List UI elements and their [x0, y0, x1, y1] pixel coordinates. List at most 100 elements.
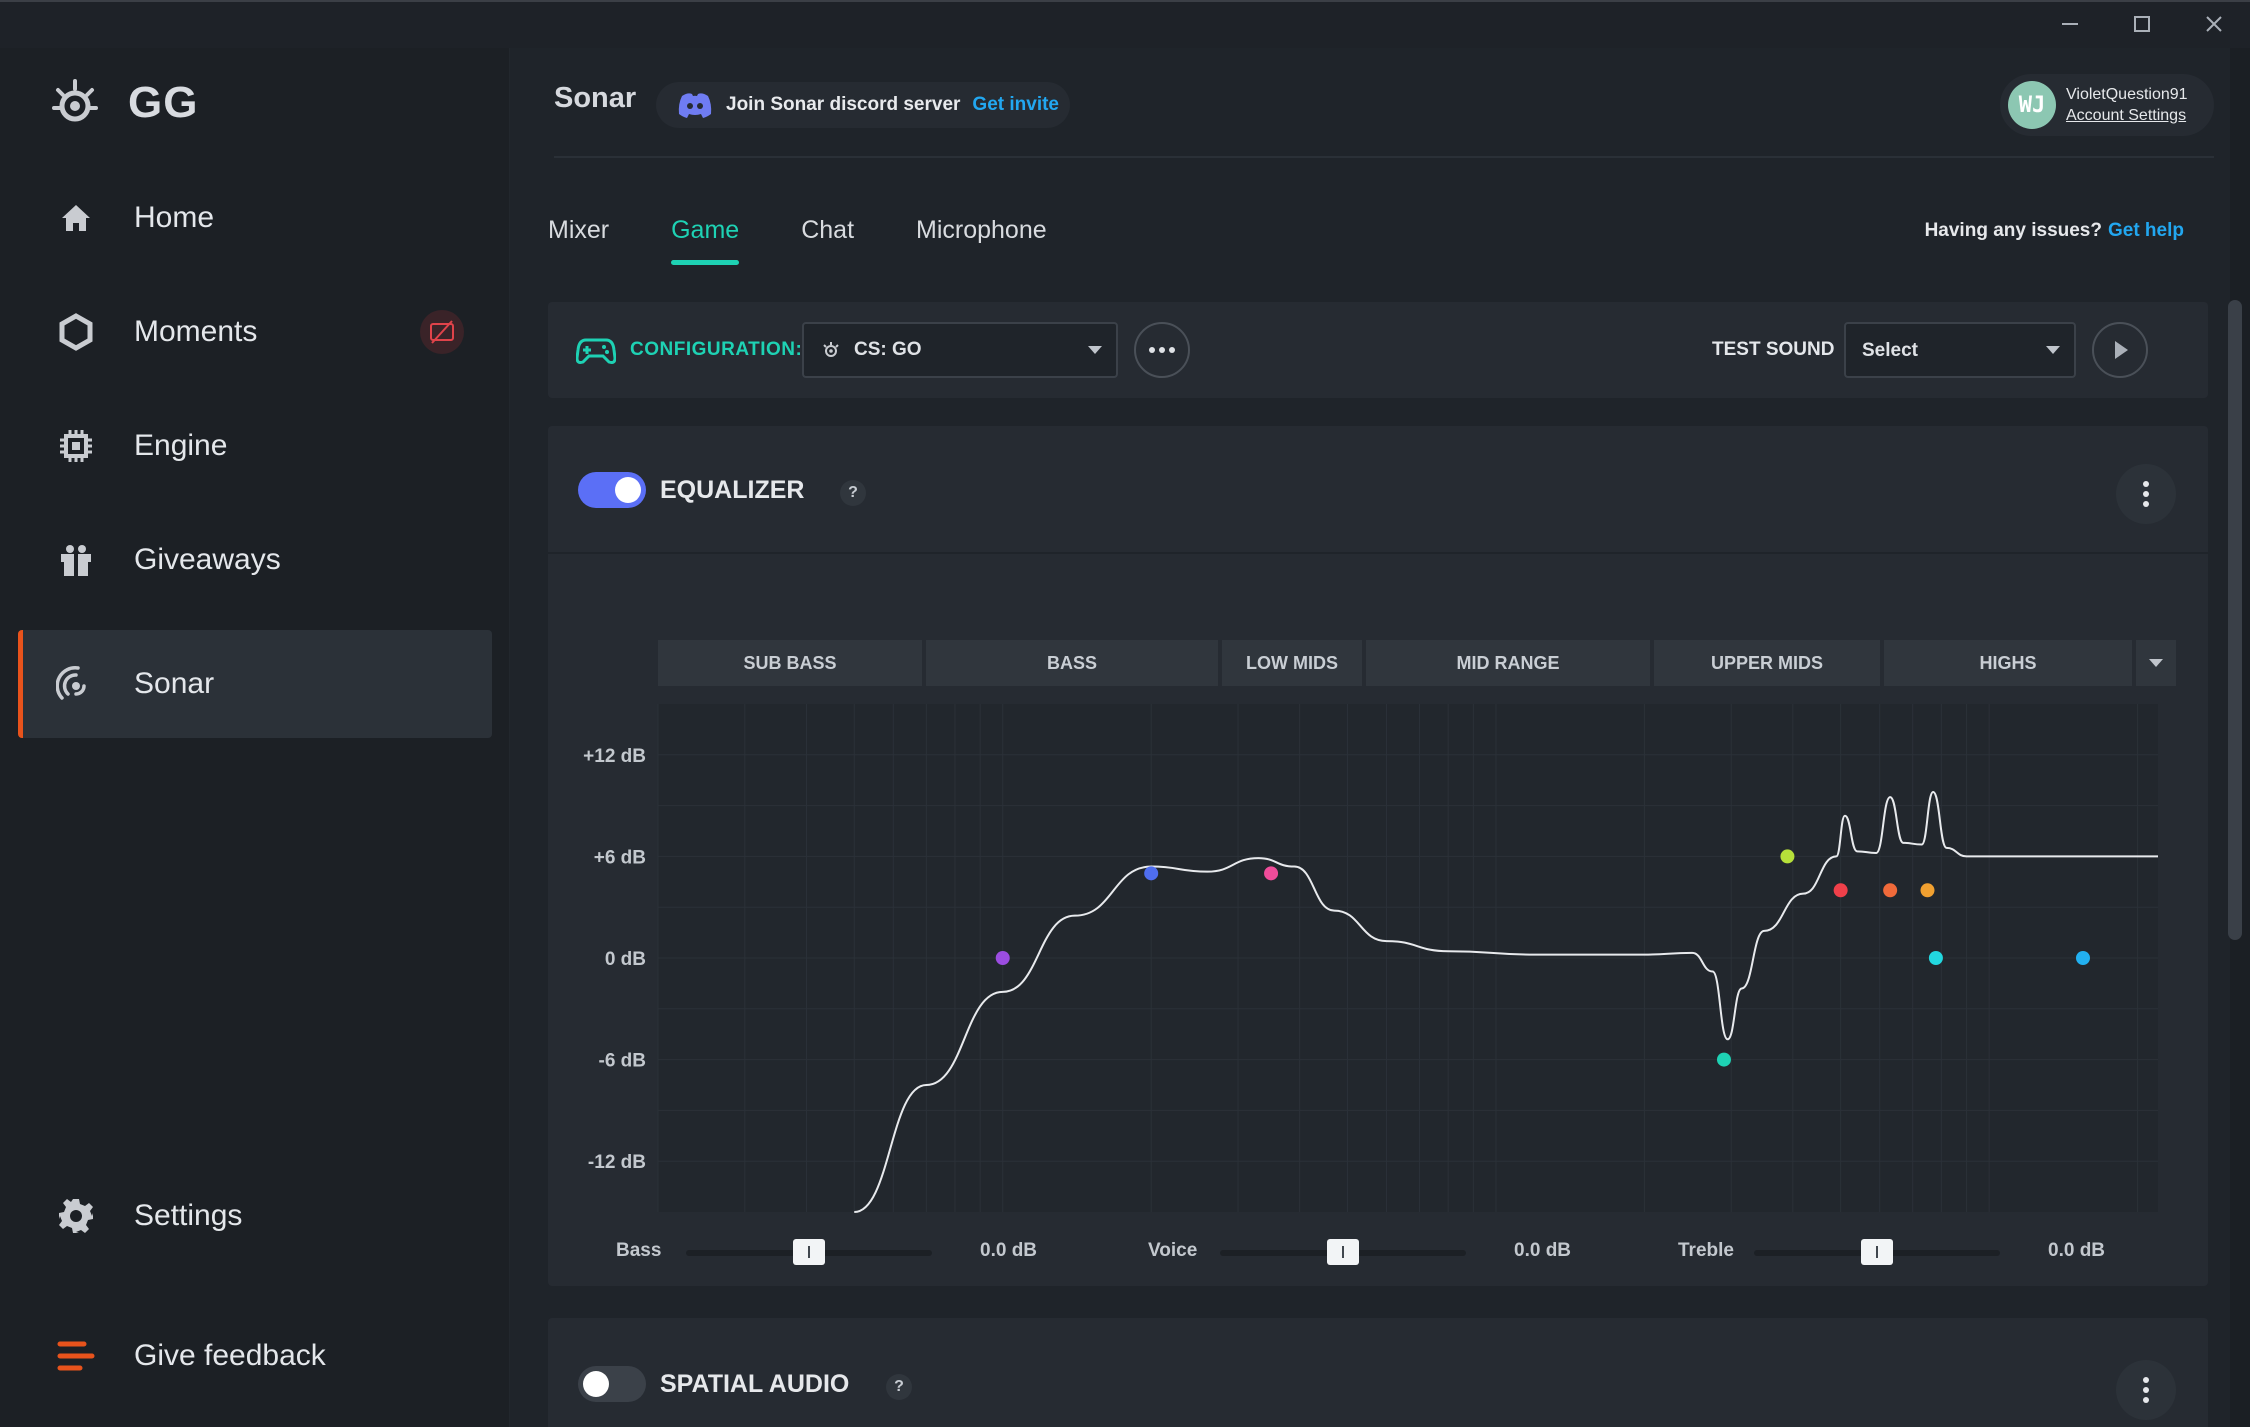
more-dot-icon — [1169, 347, 1175, 353]
chevron-down-icon — [1088, 346, 1102, 354]
close-button[interactable] — [2184, 6, 2244, 42]
recording-off-icon[interactable] — [420, 310, 464, 354]
eq-band-point[interactable] — [1716, 1052, 1731, 1067]
equalizer-menu-button[interactable] — [2116, 464, 2176, 524]
more-dot-icon — [1159, 347, 1165, 353]
tab-mixer[interactable]: Mixer — [548, 216, 610, 244]
equalizer-toggle[interactable] — [578, 472, 646, 508]
band-bass[interactable]: BASS — [926, 640, 1218, 686]
y-tick-label: +6 dB — [594, 847, 646, 868]
sidebar-item-moments[interactable]: Moments — [18, 278, 492, 386]
help-icon[interactable]: ? — [840, 480, 866, 506]
test-sound-select[interactable]: Select — [1844, 322, 2076, 378]
discord-icon — [678, 93, 712, 118]
scrollbar-thumb[interactable] — [2228, 300, 2242, 940]
eq-band-point[interactable] — [1264, 866, 1279, 881]
bass-slider-thumb[interactable] — [793, 1239, 825, 1265]
help-text: Having any issues? Get help — [1925, 220, 2184, 242]
maximize-button[interactable] — [2112, 6, 2172, 42]
minimize-icon — [2062, 23, 2078, 25]
sidebar-item-label: Give feedback — [134, 1339, 326, 1372]
toggle-knob — [583, 1371, 609, 1397]
eq-band-point[interactable] — [1144, 866, 1159, 881]
minimize-button[interactable] — [2040, 6, 2100, 42]
help-icon[interactable]: ? — [886, 1374, 912, 1400]
bass-slider[interactable] — [686, 1239, 932, 1265]
steelseries-logo-icon — [52, 79, 98, 122]
band-low-mids[interactable]: LOW MIDS — [1222, 640, 1362, 686]
sidebar-item-label: Home — [134, 201, 215, 234]
treble-slider-thumb[interactable] — [1861, 1239, 1893, 1265]
kebab-dot-icon — [2143, 481, 2149, 487]
voice-slider[interactable] — [1220, 1239, 1466, 1265]
sidebar-item-giveaways[interactable]: Giveaways — [18, 506, 492, 614]
eq-band-point[interactable] — [1780, 849, 1795, 864]
voice-slider-label: Voice — [1148, 1240, 1198, 1261]
eq-band-point[interactable] — [1833, 883, 1848, 898]
preset-icon — [823, 342, 839, 357]
eq-band-point[interactable] — [1928, 951, 1943, 965]
sidebar-item-engine[interactable]: Engine — [18, 392, 492, 500]
kebab-dot-icon — [2143, 501, 2149, 507]
account-settings-link[interactable]: Account Settings — [2066, 107, 2187, 124]
help-question: Having any issues? — [1924, 220, 2102, 241]
test-sound-label: TEST SOUND — [1712, 339, 1835, 360]
title-bar — [0, 0, 2250, 48]
band-dropdown-button[interactable] — [2136, 640, 2176, 686]
tab-microphone[interactable]: Microphone — [916, 216, 1047, 244]
more-options-button[interactable] — [1134, 322, 1190, 378]
spatial-audio-title: SPATIAL AUDIO — [660, 1370, 850, 1398]
sidebar-item-settings[interactable]: Settings — [18, 1162, 492, 1270]
configuration-bar: CONFIGURATION: CS: GO TEST SOUND Select — [548, 302, 2208, 398]
get-help-link[interactable]: Get help — [2107, 220, 2184, 241]
close-icon — [2206, 16, 2222, 32]
get-invite-link[interactable]: Get invite — [972, 94, 1059, 115]
treble-slider[interactable] — [1754, 1239, 2000, 1265]
band-sub-bass[interactable]: SUB BASS — [658, 640, 922, 686]
sidebar-item-label: Moments — [134, 315, 258, 348]
sidebar-item-label: Giveaways — [134, 543, 281, 576]
main-content: Sonar Join Sonar discord server Get invi… — [510, 48, 2230, 1427]
equalizer-title: EQUALIZER — [660, 476, 805, 504]
sidebar-item-feedback[interactable]: Give feedback — [18, 1302, 492, 1410]
sidebar: GG Home Moments Engine Giveaways Sonar — [0, 48, 510, 1427]
band-mid-range[interactable]: MID RANGE — [1366, 640, 1650, 686]
y-tick-label: -12 dB — [588, 1152, 646, 1173]
sidebar-item-label: Settings — [134, 1199, 243, 1232]
chevron-down-icon — [2046, 346, 2060, 354]
configuration-value: CS: GO — [854, 339, 922, 360]
tab-chat[interactable]: Chat — [801, 216, 855, 244]
bass-slider-value: 0.0 dB — [980, 1240, 1038, 1261]
y-tick-label: +12 dB — [583, 746, 646, 767]
eq-band-point[interactable] — [1883, 883, 1898, 898]
band-highs[interactable]: HIGHS — [1884, 640, 2132, 686]
more-dot-icon — [1149, 347, 1155, 353]
eq-band-point[interactable] — [995, 951, 1010, 965]
brand[interactable]: GG — [50, 78, 198, 128]
bass-slider-label: Bass — [616, 1240, 662, 1261]
account-menu[interactable]: WJ VioletQuestion91 Account Settings — [2000, 74, 2214, 136]
spatial-audio-menu-button[interactable] — [2116, 1360, 2176, 1420]
scrollbar[interactable] — [2228, 300, 2242, 1427]
hexagon-icon — [54, 310, 98, 354]
sonar-icon — [54, 662, 98, 706]
sidebar-item-sonar[interactable]: Sonar — [18, 630, 492, 738]
play-icon — [2115, 341, 2128, 359]
spatial-audio-toggle[interactable] — [578, 1366, 646, 1402]
kebab-dot-icon — [2143, 491, 2149, 497]
configuration-select[interactable]: CS: GO — [802, 322, 1118, 378]
chip-icon — [54, 424, 98, 468]
equalizer-graph[interactable]: +12 dB+6 dB0 dB-6 dB-12 dB20Hz50Hz100Hz2… — [548, 692, 2208, 1222]
tab-game[interactable]: Game — [671, 216, 740, 265]
home-icon — [54, 196, 98, 240]
play-button[interactable] — [2092, 322, 2148, 378]
discord-banner[interactable]: Join Sonar discord server Get invite — [656, 82, 1070, 128]
eq-response-curve — [854, 791, 2158, 1213]
sidebar-item-home[interactable]: Home — [18, 164, 492, 272]
eq-band-point[interactable] — [2075, 951, 2090, 965]
band-upper-mids[interactable]: UPPER MIDS — [1654, 640, 1880, 686]
voice-slider-thumb[interactable] — [1327, 1239, 1359, 1265]
eq-band-point[interactable] — [1920, 883, 1935, 898]
kebab-dot-icon — [2143, 1397, 2149, 1403]
sidebar-item-label: Engine — [134, 429, 228, 462]
